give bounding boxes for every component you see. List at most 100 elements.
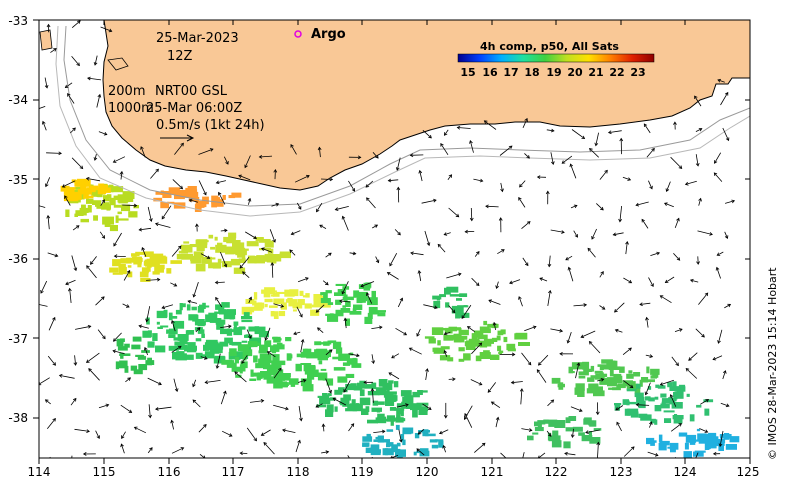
sst-pixel — [208, 257, 216, 260]
current-arrow-icon — [594, 132, 599, 147]
sst-pixel — [180, 303, 186, 308]
current-arrow-icon — [47, 252, 59, 258]
sst-pixel — [186, 330, 195, 335]
current-arrow-icon — [138, 227, 152, 232]
current-arrow-icon — [567, 266, 574, 282]
scale-label: 0.5m/s (1kt 24h) — [156, 118, 265, 133]
current-arrow-icon — [341, 215, 349, 231]
current-arrow-icon — [64, 82, 73, 89]
sst-pixel — [698, 438, 709, 444]
sst-pixel — [167, 201, 175, 204]
sst-pixel — [634, 392, 644, 398]
current-arrow-icon — [187, 299, 198, 304]
current-arrow-icon — [46, 151, 62, 156]
sst-pixel — [317, 372, 328, 381]
sst-pixel — [650, 368, 660, 375]
current-arrow-icon — [635, 402, 650, 407]
current-arrow-icon — [82, 452, 96, 456]
sst-pixel — [432, 347, 439, 352]
current-arrow-icon — [423, 304, 438, 310]
sst-pixel — [219, 311, 230, 315]
sst-pixel — [614, 378, 621, 384]
sst-pixel — [155, 191, 166, 195]
current-arrow-icon — [673, 121, 677, 130]
current-arrow-icon — [685, 367, 698, 379]
current-arrow-icon — [347, 455, 350, 458]
sst-pixel — [377, 413, 385, 419]
current-arrow-icon — [448, 207, 460, 218]
sst-pixel — [111, 186, 124, 193]
sst-pixel — [456, 298, 462, 301]
sst-pixel — [253, 292, 258, 300]
sst-pixel — [357, 291, 368, 300]
sst-pixel — [149, 260, 160, 267]
sst-pixel — [204, 351, 215, 359]
sst-pixel — [119, 353, 131, 356]
current-arrow-icon — [559, 351, 574, 356]
sst-pixel — [394, 418, 406, 422]
sst-pixel — [260, 371, 272, 378]
sst-pixel — [274, 255, 282, 262]
current-arrow-icon — [497, 249, 505, 255]
current-arrow-icon — [65, 279, 76, 286]
current-arrow-icon — [615, 405, 624, 411]
sst-pixel — [235, 249, 247, 256]
sst-pixel — [264, 240, 274, 248]
sst-pixel — [269, 305, 278, 308]
current-arrow-icon — [120, 443, 125, 454]
sst-pixel — [156, 266, 162, 269]
current-arrow-icon — [700, 399, 710, 405]
current-arrow-icon — [389, 253, 398, 267]
current-arrow-icon — [536, 369, 547, 383]
sst-pixel — [319, 397, 331, 405]
current-arrow-icon — [443, 349, 448, 357]
current-arrow-icon — [596, 441, 601, 458]
sst-pixel — [716, 440, 720, 446]
sst-pixel — [101, 204, 111, 210]
sst-pixel — [211, 202, 217, 208]
sst-pixel — [383, 382, 393, 391]
current-arrow-icon — [722, 370, 727, 380]
current-arrow-icon — [509, 279, 521, 285]
current-arrow-icon — [474, 250, 480, 257]
sst-pixel — [708, 433, 717, 438]
current-arrow-icon — [119, 170, 124, 180]
current-arrow-icon — [238, 174, 251, 181]
sst-pixel — [422, 429, 429, 437]
land-mass — [102, 20, 750, 191]
sst-pixel — [256, 259, 264, 262]
current-arrow-icon — [294, 174, 310, 183]
current-arrow-icon — [492, 321, 497, 330]
current-arrow-icon — [500, 452, 507, 458]
current-arrow-icon — [464, 229, 475, 234]
sst-pixel — [448, 326, 457, 332]
sst-pixel — [606, 360, 616, 367]
sst-pixel — [660, 403, 670, 409]
sst-pixel — [718, 441, 724, 445]
sst-pixel — [439, 355, 451, 361]
colorbar-tick: 23 — [630, 66, 645, 79]
current-arrow-icon — [200, 356, 208, 360]
current-arrow-icon — [113, 232, 122, 247]
sst-pixel — [139, 271, 149, 278]
current-arrow-icon — [98, 131, 108, 136]
current-arrow-icon — [70, 127, 76, 134]
x-tick-label: 121 — [481, 465, 504, 479]
current-arrow-icon — [360, 281, 375, 288]
sst-pixel — [581, 435, 593, 442]
current-arrow-icon — [619, 137, 624, 155]
current-arrow-icon — [545, 190, 550, 205]
sst-pixel — [187, 342, 196, 349]
sst-pixel — [243, 312, 250, 317]
current-arrow-icon — [249, 399, 265, 403]
sst-pixel — [588, 383, 599, 390]
sst-pixel — [160, 255, 166, 261]
sst-pixel — [590, 365, 595, 372]
sst-pixel — [386, 398, 390, 404]
current-arrow-icon — [260, 429, 271, 436]
sst-pixel — [259, 256, 264, 260]
current-arrow-icon — [561, 155, 573, 164]
product-line2: 25-Mar 06:00Z — [146, 101, 242, 116]
sst-pixel — [163, 309, 168, 318]
